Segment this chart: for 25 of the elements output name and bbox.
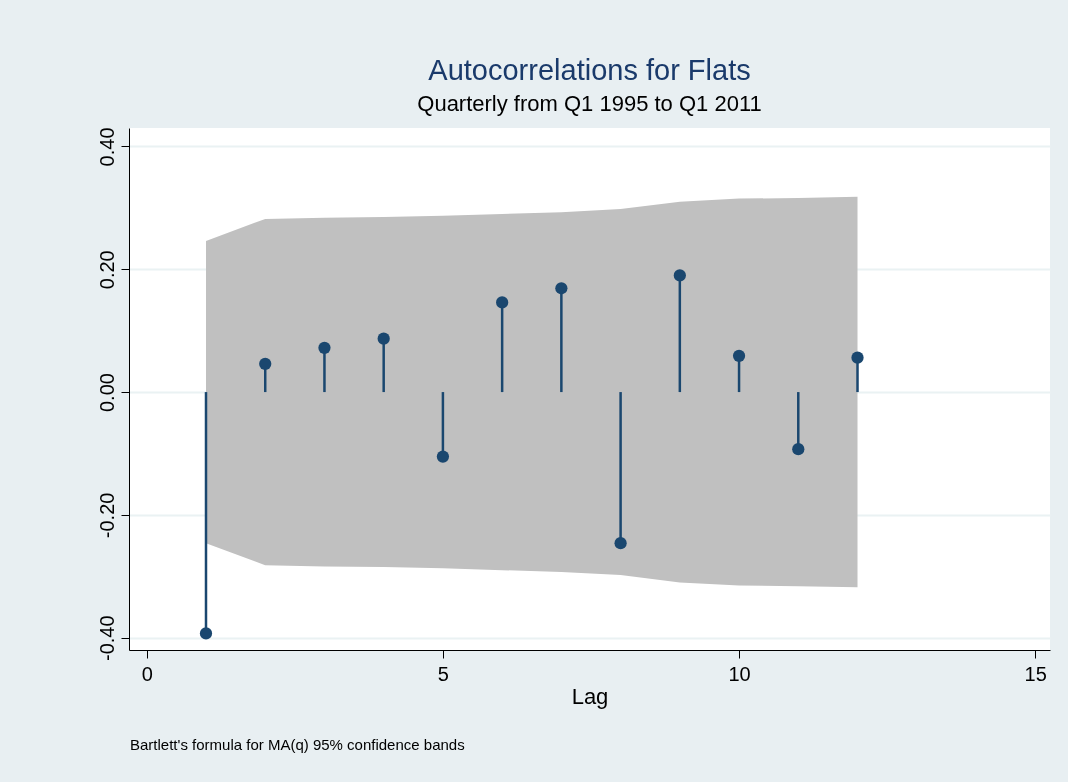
y-tick-label: 0.40 xyxy=(95,127,118,167)
x-tick-label: 15 xyxy=(1024,662,1047,685)
y-tick-label: -0.40 xyxy=(95,615,118,662)
point xyxy=(732,349,746,362)
point xyxy=(851,351,864,364)
y-tick-label: 0.20 xyxy=(95,250,118,290)
point xyxy=(259,357,272,370)
point xyxy=(199,627,213,640)
chart-subtitle: Quarterly from Q1 1995 to Q1 2011 xyxy=(417,90,762,116)
text: Bartlett's formula for MA(q) 95% confidence bands xyxy=(130,736,465,753)
x-tick-label: 5 xyxy=(437,662,449,685)
point xyxy=(318,341,331,354)
x-tick-label: 0 xyxy=(141,662,153,685)
point xyxy=(555,282,568,295)
x-tick-label: 10 xyxy=(728,662,751,685)
point xyxy=(614,537,627,550)
y-tick-label: 0.00 xyxy=(95,373,118,413)
point xyxy=(792,443,805,456)
point xyxy=(377,332,390,345)
point xyxy=(673,269,686,282)
x-axis-title: Lag xyxy=(571,683,609,709)
point xyxy=(496,296,509,309)
chart-title: Autocorrelations for Flats xyxy=(428,53,751,86)
y-tick-label: -0.20 xyxy=(95,492,118,539)
point xyxy=(436,450,450,463)
